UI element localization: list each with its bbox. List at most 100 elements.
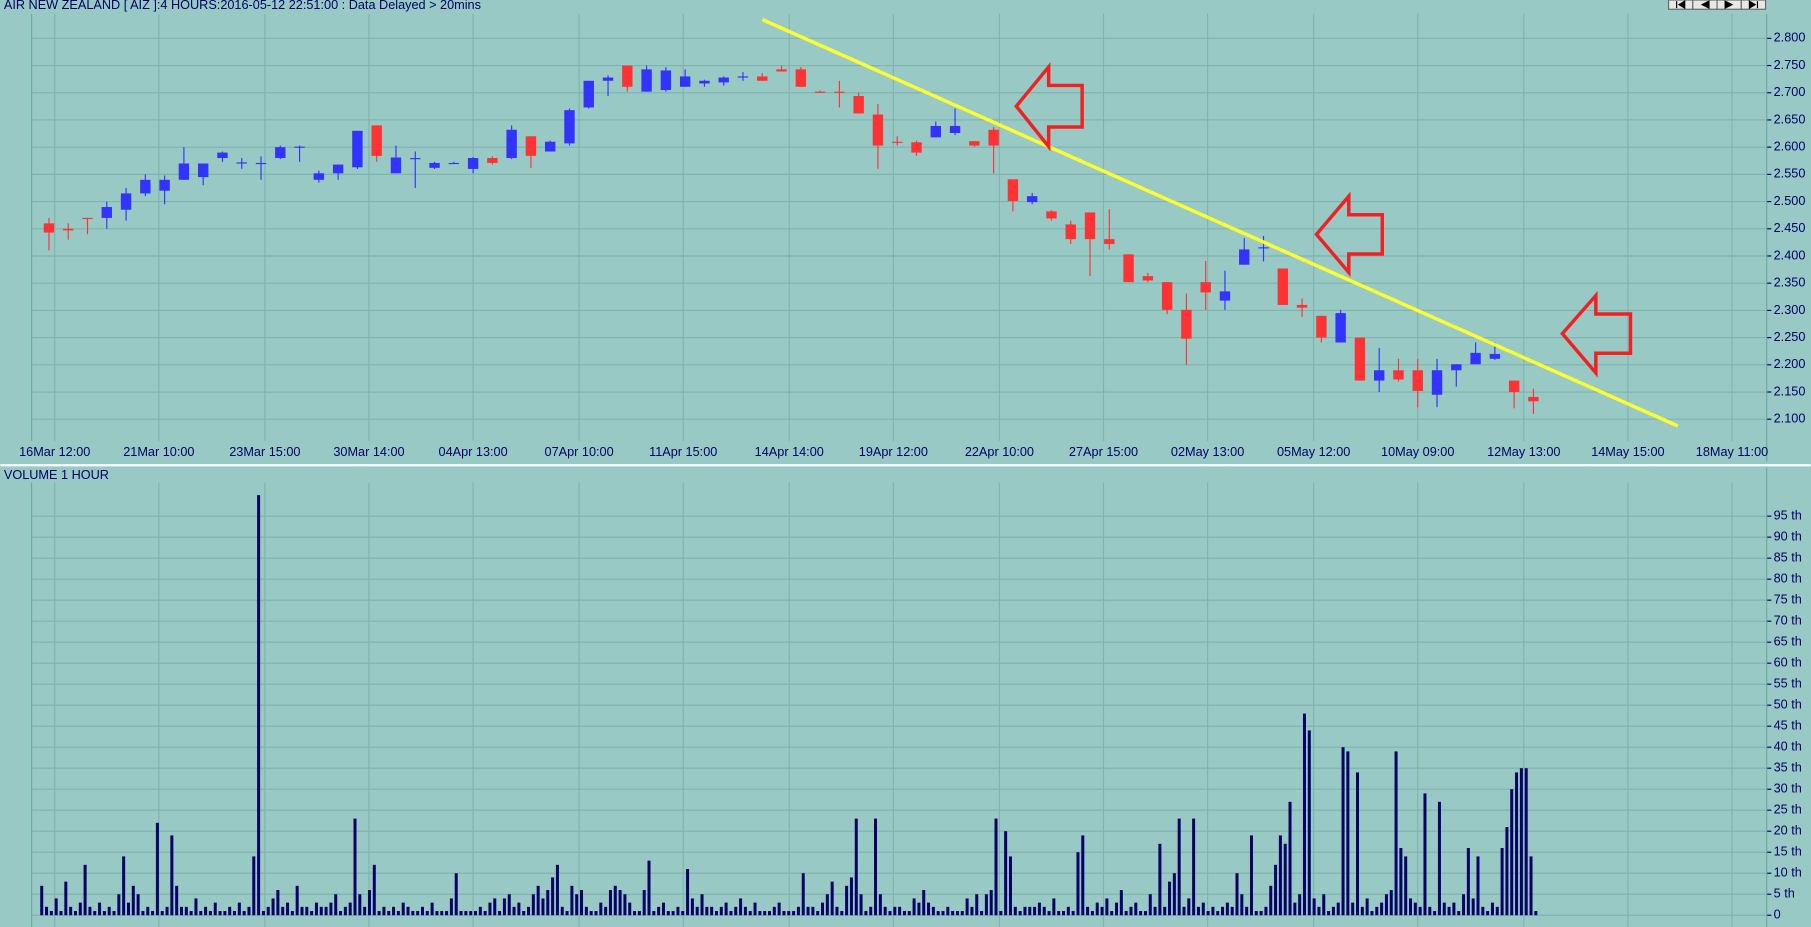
volume-bar: [1447, 906, 1451, 916]
volume-bar: [575, 894, 579, 916]
volume-bar: [1341, 747, 1345, 916]
x-tick-label: 04Apr 13:00: [439, 445, 508, 459]
volume-bar: [531, 894, 535, 916]
volume-bar: [454, 873, 458, 916]
volume-bar: [522, 911, 526, 916]
volume-bar: [594, 911, 598, 916]
volume-bar: [849, 877, 853, 916]
volume-bar: [869, 906, 873, 916]
volume-bar: [469, 911, 473, 916]
candle-body: [82, 217, 93, 220]
volume-bar: [228, 906, 232, 916]
volume-bar: [1409, 898, 1413, 916]
y-tick-label: 0: [1774, 908, 1781, 922]
volume-bar: [941, 911, 945, 916]
arrow-annotation: [1014, 62, 1084, 152]
volume-bar: [1081, 835, 1085, 916]
volume-bar: [281, 906, 285, 916]
volume-bar: [878, 894, 882, 916]
volume-bar: [845, 885, 849, 916]
volume-bar: [1018, 911, 1022, 916]
volume-bar: [112, 911, 116, 916]
volume-bar: [1442, 902, 1446, 916]
candle-body: [178, 163, 190, 180]
candle-body: [1508, 380, 1520, 393]
volume-bar: [1235, 873, 1239, 916]
volume-bar: [310, 911, 314, 916]
y-tick-label: 55 th: [1774, 677, 1802, 691]
volume-bar: [705, 906, 709, 916]
volume-bar: [1452, 902, 1456, 916]
y-tick-label: 65 th: [1774, 635, 1802, 649]
volume-bar: [1322, 894, 1326, 916]
volume-bar: [184, 906, 188, 916]
volume-bar: [107, 906, 111, 916]
volume-bar: [213, 902, 217, 916]
candle-body: [120, 193, 132, 210]
volume-bar: [348, 902, 352, 916]
volume-bar: [170, 835, 174, 916]
volume-bar: [237, 902, 241, 916]
volume-bar: [223, 911, 227, 916]
candle-body: [1104, 239, 1115, 245]
marks-layer: 16Mar 12:00 21Mar 10:00 23Mar 15:00 30Mar 1…: [19, 31, 1805, 922]
volume-bar: [546, 890, 550, 916]
arrow-annotation: [1560, 290, 1633, 378]
volume-bar: [449, 898, 453, 916]
volume-bar: [1356, 772, 1360, 916]
volume-bar: [946, 906, 950, 916]
volume-bar: [425, 911, 429, 916]
volume-bar: [1148, 894, 1152, 916]
candle-body: [1258, 247, 1269, 249]
volume-bar: [1139, 911, 1143, 916]
y-tick-label: 20 th: [1774, 824, 1802, 838]
candle-body: [1412, 370, 1423, 391]
volume-bar: [1211, 906, 1215, 916]
volume-bar: [695, 906, 699, 916]
candle-body: [429, 162, 440, 168]
volume-bar: [1196, 906, 1200, 916]
y-tick-label: 2.650: [1774, 112, 1806, 126]
volume-bar: [392, 906, 396, 916]
volume-bar: [1115, 902, 1119, 916]
candle-body: [1431, 370, 1443, 395]
volume-bar: [637, 911, 641, 916]
volume-bar: [739, 898, 743, 916]
volume-bar: [131, 885, 135, 916]
volume-bar: [339, 911, 343, 916]
candle-body: [1142, 276, 1154, 281]
y-tick-label: 2.500: [1774, 194, 1806, 208]
candle-body: [332, 164, 344, 174]
volume-bar: [488, 902, 492, 916]
volume-bar: [1495, 906, 1499, 916]
volume-bar: [1317, 906, 1321, 916]
volume-bar: [560, 906, 564, 916]
x-tick-label: 21Mar 10:00: [123, 445, 194, 459]
volume-bar: [1302, 713, 1306, 916]
volume-bar: [93, 911, 97, 916]
volume-bar: [396, 911, 400, 916]
x-tick-label: 02May 13:00: [1171, 445, 1244, 459]
volume-bar: [758, 911, 762, 916]
volume-bar: [835, 906, 839, 916]
volume-bar: [1245, 906, 1249, 916]
candle-body: [776, 69, 787, 72]
volume-bar: [314, 902, 318, 916]
volume-bar: [319, 906, 323, 916]
volume-bar: [1037, 902, 1041, 916]
volume-bar: [78, 902, 82, 916]
volume-bar: [1274, 864, 1278, 916]
volume-bar: [671, 911, 675, 916]
volume-bar: [208, 911, 212, 916]
volume-bar: [64, 881, 68, 916]
x-tick-label: 12May 13:00: [1487, 445, 1560, 459]
volume-bar: [353, 818, 357, 916]
volume-bar: [83, 864, 87, 916]
candle-body: [1219, 291, 1231, 301]
volume-bar: [1312, 898, 1316, 916]
volume-bar: [387, 911, 391, 916]
volume-bar: [1119, 890, 1123, 916]
x-tick-label: 19Apr 12:00: [859, 445, 928, 459]
volume-bar: [377, 911, 381, 916]
volume-bar: [300, 906, 304, 916]
